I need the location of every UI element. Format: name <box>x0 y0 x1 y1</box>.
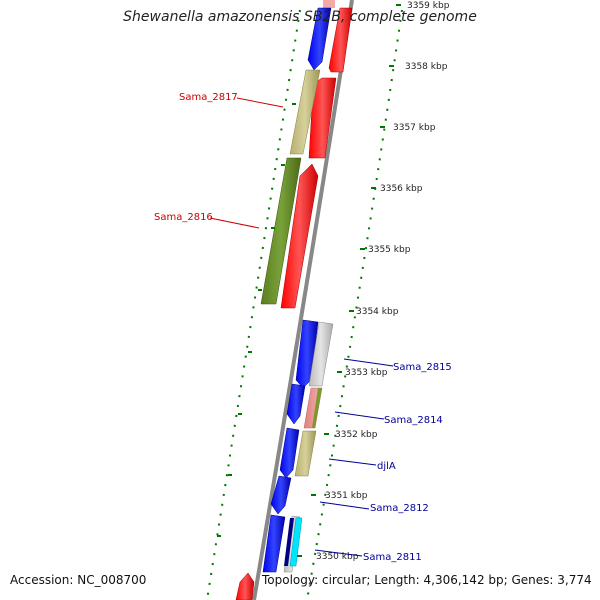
cds-forward <box>280 163 319 309</box>
gene-label-sama-2817: Sama_2817 <box>179 92 238 103</box>
gene-label-djla: djlA <box>377 461 396 472</box>
tick-label: 3350 kbp <box>316 552 359 562</box>
tick-label: 3351 kbp <box>325 491 368 501</box>
cds-reverse <box>279 427 300 479</box>
gene-label-sama-2812: Sama_2812 <box>370 503 429 514</box>
cds-forward-top-faded <box>323 0 335 8</box>
tick-label: 3356 kbp <box>380 184 423 194</box>
tick-labels: 3359 kbp 3358 kbp 3357 kbp 3356 kbp 3355… <box>316 1 450 562</box>
cds-reverse <box>286 383 306 425</box>
inner-minor-ticks <box>217 103 296 537</box>
gene-label-sama-2816: Sama_2816 <box>154 212 213 223</box>
cds-sama-2816 <box>260 157 302 305</box>
tick-label: 3355 kbp <box>368 245 411 255</box>
tick-label: 3357 kbp <box>393 123 436 133</box>
gene-label-sama-2815: Sama_2815 <box>393 362 452 373</box>
cds-forward <box>328 7 353 73</box>
tick-label: 3358 kbp <box>405 62 448 72</box>
topology-text: Topology: circular; Length: 4,306,142 bp… <box>262 573 592 587</box>
cds-reverse <box>307 7 332 71</box>
cds-sama-2815 <box>308 321 334 387</box>
cds-reverse <box>295 319 319 389</box>
cds-sama-2811-cyan <box>289 517 303 567</box>
accession-text: Accession: NC_008700 <box>10 573 147 587</box>
gene-label-sama-2814: Sama_2814 <box>384 415 443 426</box>
tick-label: 3354 kbp <box>356 307 399 317</box>
gene-label-sama-2811: Sama_2811 <box>363 552 422 563</box>
cds-reverse <box>262 514 286 573</box>
tick-label: 3352 kbp <box>335 430 378 440</box>
cds-sama-2814-edge <box>312 388 322 428</box>
cds-sama-2817 <box>289 69 321 155</box>
leader-lines <box>209 97 394 557</box>
cds-reverse <box>270 475 292 515</box>
cds-forward <box>235 572 255 600</box>
map-title: Shewanella amazonensis SB2B, complete ge… <box>123 9 477 25</box>
cds-djla <box>294 430 317 477</box>
cds-sama-2811-navy <box>284 518 294 566</box>
outer-major-ticks <box>297 4 401 557</box>
tick-label: 3353 kbp <box>345 368 388 378</box>
tick-label: 3359 kbp <box>407 1 450 11</box>
genome-backbone <box>252 0 354 600</box>
